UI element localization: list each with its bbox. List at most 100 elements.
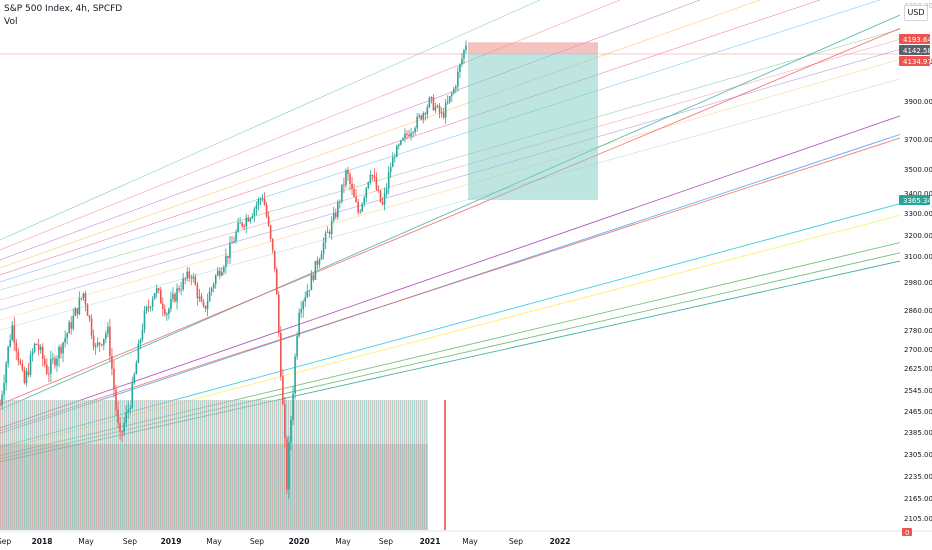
x-tick-label: May [462, 537, 478, 546]
volume-bar [188, 400, 189, 530]
price-label-box [899, 34, 930, 44]
price-label: 4134.97 [903, 58, 932, 66]
candle-body [121, 431, 123, 433]
currency-button[interactable]: USD [904, 5, 928, 21]
candle-body [153, 293, 156, 300]
price-axis[interactable]: 4300.004100.003900.003700.003500.003400.… [900, 0, 932, 550]
candle-body [129, 408, 132, 410]
volume-bar [362, 400, 363, 530]
candle-body [459, 64, 461, 72]
volume-area-lower [0, 444, 428, 530]
price-label: 4142.58 [903, 47, 932, 55]
candle-body [141, 329, 144, 340]
volume-bar [98, 400, 99, 530]
candle-body [426, 107, 429, 115]
volume-bar [280, 400, 281, 530]
volume-bar [70, 400, 71, 530]
candle-body [377, 189, 380, 191]
candle-body [353, 188, 355, 197]
candle-body [19, 360, 22, 364]
volume-area [0, 400, 428, 530]
volume-bar [426, 400, 427, 530]
candle-body [304, 297, 307, 302]
candle-body [373, 175, 376, 178]
candle-body [247, 217, 250, 222]
volume-bar [232, 400, 233, 530]
candle-body [343, 184, 345, 186]
fan-line [0, 29, 932, 301]
trendline[interactable] [0, 0, 932, 411]
y-tick-label: 2105.00 [904, 515, 932, 523]
volume-bar [348, 400, 349, 530]
candle-body [176, 288, 178, 302]
candle-body [221, 271, 223, 276]
candle-body [147, 306, 150, 308]
candle-body [1, 394, 3, 405]
candle-body [261, 198, 264, 200]
volume-bar [180, 400, 181, 530]
candle-body [46, 364, 48, 374]
x-tick-label: Sep [509, 537, 523, 546]
candle-body [151, 299, 154, 307]
candle-body [339, 201, 341, 203]
candle-body [15, 342, 18, 352]
volume-bar [270, 400, 271, 530]
trendline[interactable] [0, 14, 932, 405]
candle-body [58, 346, 60, 359]
fan-line [0, 0, 761, 269]
volume-bar [276, 400, 277, 530]
candle-body [9, 339, 11, 347]
candle-body [237, 222, 239, 233]
volume-bar [80, 400, 81, 530]
volume-bar [272, 400, 273, 530]
candle-body [3, 383, 5, 395]
candle-body [424, 113, 427, 115]
short-position-tool[interactable] [468, 42, 598, 200]
candle-body [314, 260, 317, 280]
volume-badge: 0 [905, 529, 909, 537]
candle-body [463, 50, 465, 59]
candle-body [131, 383, 134, 409]
candle-body [161, 303, 164, 309]
candle-body [269, 225, 272, 239]
trendline[interactable] [0, 123, 932, 434]
volume-bar [404, 400, 405, 530]
volume-bar [156, 400, 157, 530]
candle-body [375, 177, 378, 190]
price-label-box [899, 56, 930, 66]
x-tick-label: Sep [0, 537, 11, 546]
candle-body [111, 355, 113, 369]
y-tick-label: 2980.00 [904, 279, 932, 287]
volume-bar [46, 400, 47, 530]
time-axis[interactable]: Sep 2018 May Sep 2019 May Sep 2020 May Sep 2021 May… [0, 530, 932, 546]
candle-body [192, 276, 195, 279]
volume-bar [44, 400, 45, 530]
candle-body [31, 351, 34, 355]
volume-bar [140, 400, 141, 530]
take-profit-zone[interactable] [468, 54, 598, 200]
volume-bar [324, 400, 325, 530]
volume-bar [210, 400, 211, 530]
candle-body [379, 190, 382, 203]
candle-body [316, 260, 319, 265]
volume-bar [386, 400, 387, 530]
volume-bar [216, 400, 217, 530]
candle-body [282, 376, 284, 405]
volume-bar [326, 400, 327, 530]
x-tick-label: Sep [250, 537, 264, 546]
stop-loss-zone[interactable] [468, 42, 598, 55]
candle-body [170, 299, 172, 309]
trendline[interactable] [0, 104, 932, 429]
volume-indicator-label[interactable]: Vol [4, 17, 18, 27]
y-tick-label: 2235.00 [904, 473, 932, 481]
symbol-title[interactable]: S&P 500 Index, 4h, SPCFD [4, 4, 123, 14]
x-tick-label: 2018 [32, 537, 53, 546]
candle-body [100, 344, 103, 346]
volume-bar [186, 400, 187, 530]
volume-bar [158, 400, 159, 530]
candle-body [13, 325, 16, 343]
trendline[interactable] [0, 127, 932, 432]
volume-bar [122, 400, 123, 530]
volume-bar [142, 400, 143, 530]
